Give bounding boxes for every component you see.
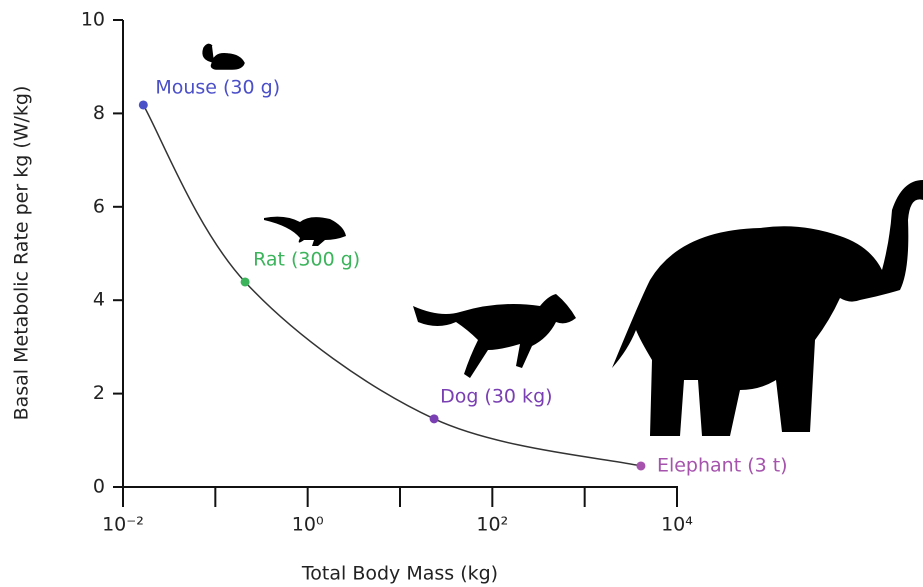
point: [636, 461, 645, 470]
y-tick-label: 2: [93, 382, 105, 404]
point-label: Elephant (3 t): [657, 454, 788, 476]
point-label: Rat (300 g): [253, 248, 360, 270]
x-tick-label: 10⁰: [292, 514, 324, 536]
point: [241, 277, 250, 286]
chart: Total Body Mass (kg) Basal Metabolic Rat…: [0, 0, 923, 587]
y-tick-label: 6: [93, 195, 105, 217]
x-tick-label: 10²: [476, 514, 508, 536]
x-tick-label: 10⁻²: [102, 514, 144, 536]
point: [430, 414, 439, 423]
y-tick-label: 8: [93, 102, 105, 124]
x-axis-label: Total Body Mass (kg): [301, 563, 498, 585]
point-label: Mouse (30 g): [155, 76, 280, 98]
x-tick-label: 10⁴: [661, 514, 693, 536]
point-label: Dog (30 kg): [440, 385, 552, 407]
y-axis-label: Basal Metabolic Rate per kg (W/kg): [11, 86, 33, 421]
curve: [143, 105, 641, 466]
y-tick-label: 4: [93, 289, 105, 311]
y-tick-label: 0: [93, 476, 105, 498]
y-tick-label: 10: [81, 9, 105, 31]
point: [139, 100, 148, 109]
silhouettes: [203, 44, 923, 436]
